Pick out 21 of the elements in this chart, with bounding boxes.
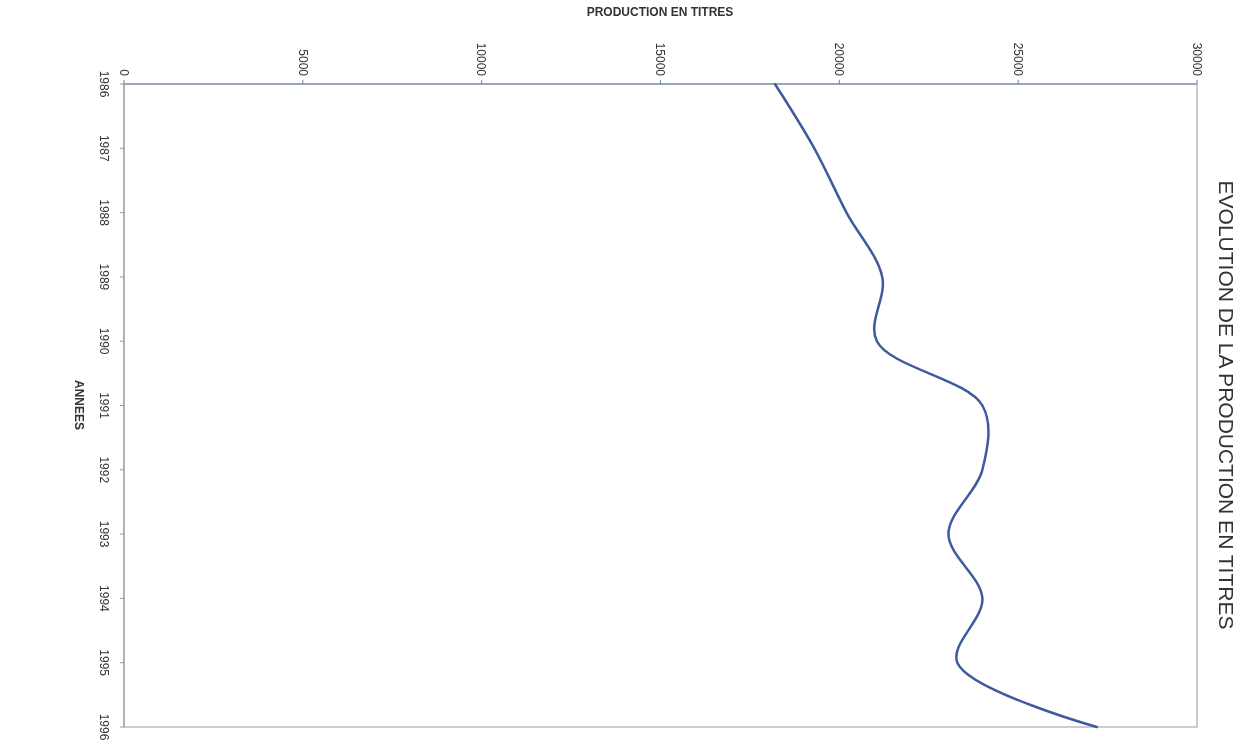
y-tick-label: 1987 <box>97 134 112 162</box>
x-tick-label: 20000 <box>832 42 847 77</box>
x-tick-label: 25000 <box>1010 42 1025 77</box>
y-tick-label: 1990 <box>97 327 112 355</box>
y-tick-label: 1996 <box>97 713 112 741</box>
x-axis-title: PRODUCTION EN TITRES <box>586 5 734 19</box>
y-tick-label: 1986 <box>97 70 112 98</box>
y-tick-label: 1991 <box>97 392 112 420</box>
x-tick-label: 15000 <box>653 42 668 77</box>
y-tick-label: 1988 <box>97 199 112 227</box>
y-tick-label: 1995 <box>97 649 112 677</box>
y-tick-label: 1989 <box>97 263 112 291</box>
text: EVOLUTION DE LA PRODUCTION EN TITRES <box>1215 180 1238 630</box>
x-tick-label: 5000 <box>295 49 310 77</box>
x-tick-label: 0 <box>116 69 131 77</box>
y-tick-label: 1992 <box>97 456 112 484</box>
y-axis-title: ANNEES <box>72 379 86 431</box>
x-tick-label: 30000 <box>1189 42 1204 77</box>
y-tick-label: 1994 <box>97 585 112 613</box>
x-tick-label: 10000 <box>474 42 489 77</box>
y-tick-label: 1993 <box>97 520 112 548</box>
